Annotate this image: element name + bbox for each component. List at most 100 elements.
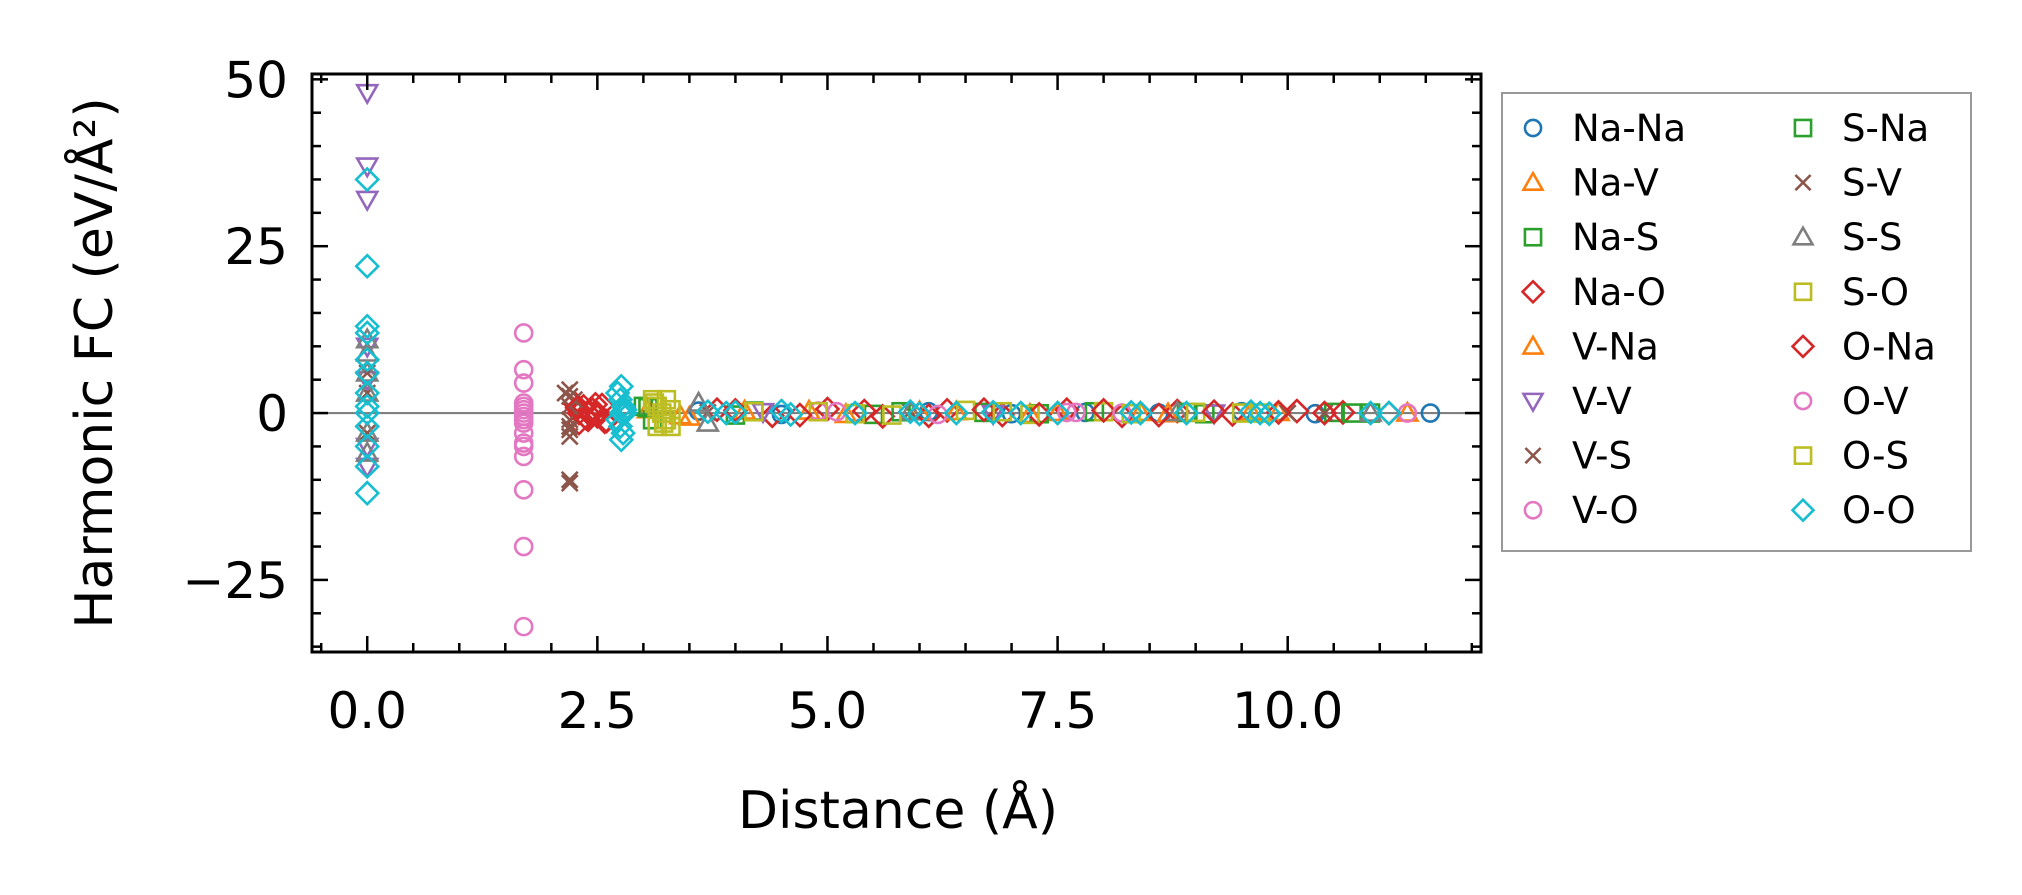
square-marker-icon <box>1523 227 1543 247</box>
legend-label: Na-O <box>1572 271 1666 314</box>
data-point-V-O <box>513 536 534 557</box>
data-point-O-O <box>722 399 749 426</box>
data-point-S-O <box>1020 404 1040 425</box>
legend: Na-Na Na-V Na-S Na-O V-Na V-V V-S V-O S-Na S-V S-S… <box>1501 92 1972 552</box>
data-point-Na-O <box>1330 399 1356 426</box>
data-point-S-V <box>560 417 579 436</box>
y-tick-label: 50 <box>224 51 288 109</box>
legend-label: V-Na <box>1572 325 1659 368</box>
x-tick-label: 10.0 <box>1232 682 1343 740</box>
data-point-S-O <box>647 416 667 437</box>
legend-item-Na-Na: Na-Na <box>1523 107 1686 150</box>
legend-item-V-V: V-V <box>1521 380 1632 423</box>
data-point-S-O <box>656 389 677 410</box>
x-tick-label: 5.0 <box>788 682 868 740</box>
x-marker-icon <box>1794 174 1812 192</box>
data-point-S-O <box>882 405 902 425</box>
data-point-S-O <box>808 401 829 422</box>
data-point-V-V <box>354 190 380 213</box>
legend-label: S-V <box>1842 162 1902 205</box>
data-point-V-V <box>354 157 380 179</box>
square-marker-icon <box>1793 446 1813 465</box>
data-point-O-O <box>1238 398 1264 425</box>
legend-frame <box>1501 92 1972 552</box>
y-tick-label: 25 <box>224 218 288 276</box>
data-point-V-V <box>1201 404 1227 426</box>
legend-label: Na-S <box>1572 216 1659 259</box>
legend-label: O-S <box>1842 435 1909 478</box>
data-point-V-O <box>513 423 534 443</box>
legend-label: V-V <box>1572 380 1632 423</box>
data-point-O-O <box>842 400 868 426</box>
data-point-O-Na <box>1265 399 1292 426</box>
data-point-V-O <box>513 446 534 467</box>
x-marker-icon <box>1524 447 1542 465</box>
legend-item-S-S: S-S <box>1791 216 1902 259</box>
legend-item-O-V: O-V <box>1793 380 1909 423</box>
x-tick-labels: 0.0 2.5 5.0 7.5 10.0 <box>327 682 1343 740</box>
square-marker-icon <box>1793 118 1813 138</box>
y-tick-labels: −25 0 25 50 <box>182 51 288 610</box>
y-axis-label: Harmonic FC (eV/Å²) <box>63 97 125 628</box>
data-point-O-Na <box>1090 397 1117 424</box>
data-point-O-O <box>1127 400 1154 426</box>
data-point-O-Na <box>591 408 618 435</box>
legend-label: S-S <box>1842 216 1902 259</box>
data-point-V-O <box>1056 402 1077 423</box>
legend-label: Na-Na <box>1572 107 1686 150</box>
data-point-O-O <box>1173 400 1200 426</box>
x-axis-label: Distance (Å) <box>738 779 1058 841</box>
data-point-O-V <box>513 409 534 430</box>
data-point-O-O <box>1044 400 1071 426</box>
y-tick-label: 0 <box>256 385 288 443</box>
data-point-O-O <box>897 398 924 425</box>
legend-label: O-O <box>1842 489 1916 532</box>
data-point-O-O <box>980 399 1006 426</box>
diamond-marker-icon <box>1790 334 1816 359</box>
triangle-up-marker-icon <box>1521 334 1545 355</box>
y-tick-label: −25 <box>182 552 288 610</box>
data-point-O-O <box>610 420 636 446</box>
legend-label: Na-V <box>1572 162 1659 205</box>
data-point-S-V <box>556 384 575 402</box>
data-point-V-O <box>513 373 534 393</box>
data-point-O-O <box>354 360 381 386</box>
data-point-O-Na <box>1201 398 1227 425</box>
legend-label: O-V <box>1842 380 1909 423</box>
data-point-O-O <box>354 166 381 193</box>
circle-marker-icon <box>1523 118 1543 138</box>
legend-item-Na-O: Na-O <box>1520 271 1666 314</box>
data-point-O-O <box>607 413 634 440</box>
triangle-down-marker-icon <box>1521 392 1545 414</box>
data-point-O-O <box>354 433 381 460</box>
data-point-O-O <box>713 400 740 426</box>
data-point-O-S <box>661 399 681 420</box>
x-tick-label: 0.0 <box>327 682 407 740</box>
circle-marker-icon <box>1793 391 1813 411</box>
data-point-S-S <box>695 410 721 432</box>
data-point-O-O <box>608 373 635 400</box>
data-markers <box>354 83 1441 637</box>
data-point-V-Na <box>1045 399 1070 422</box>
data-point-O-Na <box>1026 401 1053 428</box>
legend-label: S-Na <box>1842 107 1929 150</box>
data-point-O-O <box>694 398 721 425</box>
data-point-O-O <box>354 413 381 440</box>
data-point-O-O <box>354 380 381 406</box>
data-point-O-O <box>1118 399 1145 426</box>
legend-item-O-Na: O-Na <box>1790 325 1936 368</box>
diamond-marker-icon <box>1790 497 1816 523</box>
x-tick-label: 2.5 <box>558 682 638 740</box>
data-point-O-V <box>513 403 534 423</box>
data-point-O-O <box>777 401 804 428</box>
data-point-O-V <box>513 396 534 417</box>
legend-item-Na-S: Na-S <box>1523 216 1659 259</box>
data-point-O-O <box>354 400 381 426</box>
data-point-O-O <box>608 426 635 453</box>
legend-label: V-O <box>1572 489 1639 532</box>
data-point-Na-O <box>575 400 601 426</box>
data-point-O-O <box>768 398 795 424</box>
square-marker-icon <box>1793 282 1813 302</box>
data-point-O-O <box>943 400 970 426</box>
data-point-O-O <box>354 393 381 420</box>
